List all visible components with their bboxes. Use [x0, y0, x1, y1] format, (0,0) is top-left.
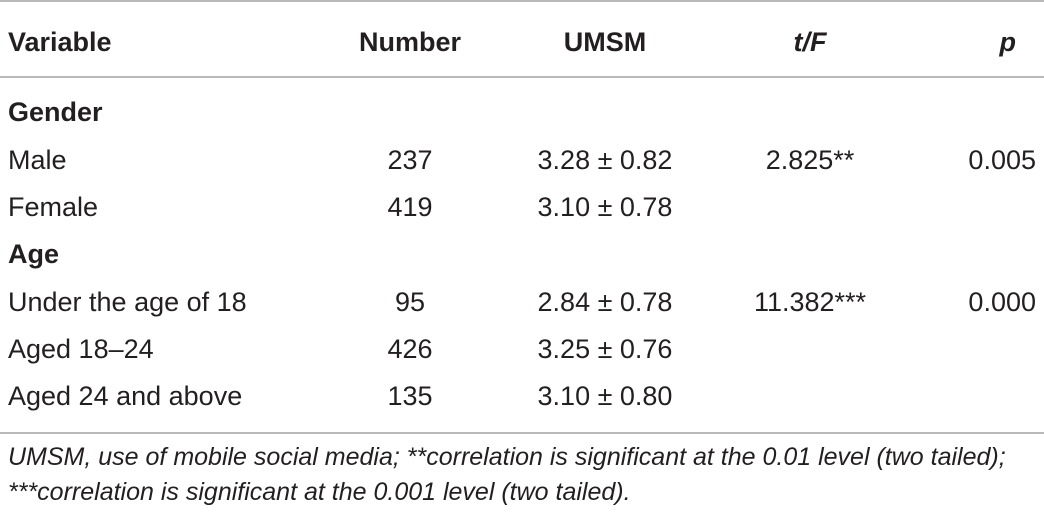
cell-umsm: 3.28 ± 0.82: [537, 145, 673, 175]
table-header-row: Variable Number UMSM t/F p: [0, 22, 1044, 62]
group-title-row-age: Age: [0, 234, 1044, 274]
cell-number: 419: [387, 192, 433, 222]
cell-umsm: 3.10 ± 0.78: [537, 192, 673, 222]
cell-variable: Male: [8, 145, 67, 175]
table-top-rule: [0, 0, 1044, 2]
header-variable: Variable: [8, 27, 112, 57]
cell-variable: Aged 24 and above: [8, 381, 243, 411]
header-umsm: UMSM: [563, 27, 647, 57]
cell-number: 95: [394, 287, 426, 317]
table-row: Female 419 3.10 ± 0.78: [0, 187, 1044, 227]
cell-variable: Aged 18–24: [8, 334, 154, 364]
cell-umsm: 3.10 ± 0.80: [537, 381, 673, 411]
cell-number: 237: [387, 145, 433, 175]
table-row: Aged 24 and above 135 3.10 ± 0.80: [0, 376, 1044, 416]
cell-variable: Female: [8, 192, 99, 222]
table-row: Male 237 3.28 ± 0.82 2.825** 0.005: [0, 140, 1044, 180]
header-p: p: [999, 27, 1017, 57]
cell-variable: Under the age of 18: [8, 287, 247, 317]
table-row: Under the age of 18 95 2.84 ± 0.78 11.38…: [0, 282, 1044, 322]
cell-p: 0.000: [968, 287, 1036, 317]
cell-p: 0.005: [968, 145, 1036, 175]
cell-number: 135: [387, 381, 433, 411]
group-title-row-gender: Gender: [0, 92, 1044, 132]
table-row: Aged 18–24 426 3.25 ± 0.76: [0, 329, 1044, 369]
group-title: Gender: [8, 97, 103, 127]
cell-number: 426: [387, 334, 433, 364]
cell-umsm: 3.25 ± 0.76: [537, 334, 673, 364]
table-footnote: UMSM, use of mobile social media; **corr…: [8, 443, 1006, 506]
table-header-rule: [0, 76, 1044, 78]
table-bottom-rule: [0, 432, 1044, 434]
group-title: Age: [8, 239, 60, 269]
header-tf: t/F: [793, 27, 827, 57]
cell-tf: 11.382***: [753, 287, 867, 317]
cell-umsm: 2.84 ± 0.78: [537, 287, 673, 317]
header-number: Number: [358, 27, 461, 57]
cell-tf: 2.825**: [765, 145, 855, 175]
